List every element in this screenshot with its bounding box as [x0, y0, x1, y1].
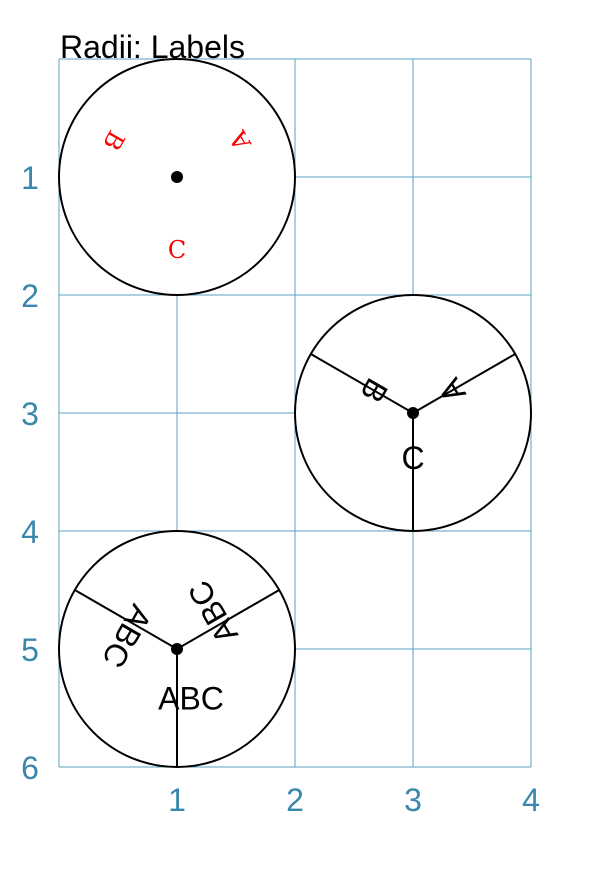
- radius-line: [74, 589, 178, 650]
- circle-1: ABC: [58, 58, 296, 296]
- radius-label: C: [168, 236, 186, 264]
- y-tick-label: 4: [21, 514, 39, 550]
- diagram-title: Radii: Labels: [60, 29, 245, 65]
- radius-line: [310, 353, 414, 414]
- radius-label: C: [401, 440, 424, 476]
- x-tick-label: 4: [522, 782, 540, 818]
- radius-line: [412, 353, 516, 414]
- x-tick-label: 2: [286, 782, 304, 818]
- axis-ticks: 1 2 3 4 1 2 3 4 5 6: [21, 160, 540, 818]
- y-tick-label: 2: [21, 278, 39, 314]
- y-tick-label: 5: [21, 632, 39, 668]
- y-tick-label: 1: [21, 160, 39, 196]
- x-tick-label: 1: [168, 782, 186, 818]
- y-tick-label: 6: [21, 750, 39, 786]
- x-tick-label: 3: [404, 782, 422, 818]
- circle-2: ABC: [294, 294, 532, 532]
- center-dot: [171, 171, 183, 183]
- radius-label: ABC: [158, 681, 224, 717]
- y-tick-label: 3: [21, 396, 39, 432]
- center-dot: [171, 643, 183, 655]
- center-dot: [407, 407, 419, 419]
- radius-line: [176, 589, 280, 650]
